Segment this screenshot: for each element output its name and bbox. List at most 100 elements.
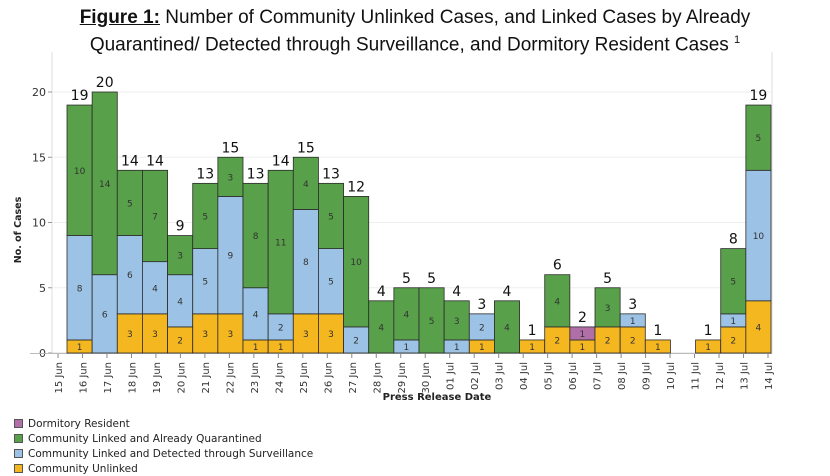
x-tick-label: 30 Jun xyxy=(421,362,432,394)
segment-value-label: 3 xyxy=(605,304,611,314)
x-tick-label: 21 Jun xyxy=(201,362,212,394)
bar-segment-community-linked-and-detected-through-surveillance xyxy=(267,313,294,341)
x-tick-label: 14 Jul xyxy=(764,362,775,390)
bar-segment-community-unlinked xyxy=(644,339,671,354)
segment-value-label: 3 xyxy=(328,330,334,340)
bar-segment-community-linked-and-already-quarantined xyxy=(418,287,445,354)
segment-value-label: 5 xyxy=(202,278,208,288)
segment-value-label: 4 xyxy=(177,297,183,307)
segment-value-label: 10 xyxy=(753,232,765,242)
segment-value-label: 2 xyxy=(554,336,560,346)
bar-segment-community-unlinked xyxy=(142,313,168,354)
segment-value-label: 4 xyxy=(303,180,309,190)
y-tick-label: 15 xyxy=(32,151,46,164)
bar-total-label: 13 xyxy=(247,166,265,182)
bar-segment-community-linked-and-already-quarantined xyxy=(720,248,747,315)
x-tick-label: 16 Jun xyxy=(78,362,89,394)
bar-segment-community-linked-and-already-quarantined xyxy=(66,104,93,236)
x-tick-label: 22 Jun xyxy=(225,362,236,394)
bar-stack: 3 9 3 15 xyxy=(217,140,244,354)
x-tick-label: 10 Jul xyxy=(666,362,677,390)
bar-stack: 11 xyxy=(644,323,671,354)
x-tick-label: 25 Jun xyxy=(299,362,310,394)
bar-segment-community-linked-and-detected-through-surveillance xyxy=(91,274,118,354)
x-tick-label: 01 Jul xyxy=(446,362,457,390)
legend-item: Community Unlinked xyxy=(14,461,313,476)
segment-value-label: 1 xyxy=(404,343,410,353)
figure-title: Figure 1: Number of Community Unlinked C… xyxy=(0,6,830,56)
x-tick-label: 18 Jun xyxy=(127,362,138,394)
title-footnote: 1 xyxy=(734,34,741,46)
bar-segment-community-linked-and-already-quarantined xyxy=(343,195,370,328)
x-tick-label: 20 Jun xyxy=(176,362,187,394)
segment-value-label: 1 xyxy=(655,343,661,353)
bar-stack: 1 8 10 19 xyxy=(66,88,93,354)
segment-value-label: 4 xyxy=(554,297,560,307)
bar-segment-community-linked-and-already-quarantined xyxy=(142,169,168,263)
bar-stack: 3 8 4 15 xyxy=(292,140,319,354)
x-tick-label: 29 Jun xyxy=(397,362,408,394)
segment-value-label: 3 xyxy=(177,252,183,262)
segment-value-label: 6 xyxy=(127,271,133,281)
bar-total-label: 4 xyxy=(377,284,386,300)
x-tick-label: 27 Jun xyxy=(348,362,359,394)
segment-value-label: 8 xyxy=(253,232,259,242)
segment-value-label: 10 xyxy=(350,258,362,268)
legend: Dormitory Resident Community Linked and A… xyxy=(14,416,313,476)
bar-segment-community-linked-and-already-quarantined xyxy=(217,156,244,197)
segment-value-label: 5 xyxy=(730,278,736,288)
segment-value-label: 2 xyxy=(177,336,183,346)
segment-value-label: 7 xyxy=(152,212,158,222)
bar-segment-community-linked-and-detected-through-surveillance xyxy=(242,287,269,341)
segment-value-label: 3 xyxy=(152,330,158,340)
legend-label: Community Linked and Detected through Su… xyxy=(28,447,314,460)
segment-value-label: 5 xyxy=(429,317,435,327)
bar-stack: 3 5 5 13 xyxy=(192,166,219,354)
x-tick-label: 13 Jul xyxy=(740,362,751,390)
x-tick-label: 23 Jun xyxy=(250,362,261,394)
x-tick-label: 06 Jul xyxy=(568,362,579,390)
title-line-1: Number of Community Unlinked Cases, and … xyxy=(159,7,751,28)
bar-stack: 1 1 2 xyxy=(569,310,596,354)
bar-segment-community-linked-and-already-quarantined xyxy=(544,274,571,328)
bar-total-label: 4 xyxy=(452,284,461,300)
bar-total-label: 3 xyxy=(477,297,486,313)
segment-value-label: 11 xyxy=(275,239,286,249)
bar-total-label: 15 xyxy=(222,140,240,156)
bar-total-label: 5 xyxy=(603,271,612,287)
legend-item: Dormitory Resident xyxy=(14,416,313,431)
bar-segment-community-linked-and-already-quarantined xyxy=(318,182,344,250)
bar-segment-community-linked-and-detected-through-surveillance xyxy=(468,313,495,341)
legend-swatch xyxy=(14,449,23,458)
bar-stack: 11 xyxy=(519,323,546,354)
x-tick-label: 19 Jun xyxy=(152,362,163,394)
title-line-2: Quarantined/ Detected through Surveillan… xyxy=(89,34,729,56)
segment-value-label: 2 xyxy=(730,336,736,346)
bar-segment-community-unlinked xyxy=(594,326,621,354)
bar-total-label: 6 xyxy=(553,258,562,274)
x-tick-label: 17 Jun xyxy=(103,362,114,394)
segment-value-label: 8 xyxy=(77,284,83,294)
segment-value-label: 2 xyxy=(630,336,636,346)
bar-stack: 44 xyxy=(368,284,395,354)
segment-value-label: 1 xyxy=(630,317,636,327)
bar-total-label: 5 xyxy=(402,271,411,287)
bar-segment-community-linked-and-already-quarantined xyxy=(393,287,420,341)
bar-segment-community-linked-and-detected-through-surveillance xyxy=(192,248,219,315)
bar-total-label: 1 xyxy=(528,323,537,339)
segment-value-label: 3 xyxy=(127,330,133,340)
x-tick-label: 11 Jul xyxy=(691,362,702,390)
bar-segment-community-linked-and-detected-through-surveillance xyxy=(167,274,194,328)
x-tick-label: 07 Jul xyxy=(593,362,604,390)
figure-label: Figure 1: xyxy=(79,7,160,28)
bar-stack: 11 xyxy=(695,323,722,354)
x-tick-label: 03 Jul xyxy=(495,362,506,390)
bar-segment-community-unlinked xyxy=(619,326,646,354)
bar-stack: 3 4 7 14 xyxy=(142,153,168,354)
bar-segment-community-linked-and-detected-through-surveillance xyxy=(116,235,143,315)
bar-stack: 6 14 20 xyxy=(91,75,118,354)
segment-value-label: 8 xyxy=(303,258,309,268)
x-tick-label: 28 Jun xyxy=(372,362,383,394)
legend-swatch xyxy=(14,434,23,443)
